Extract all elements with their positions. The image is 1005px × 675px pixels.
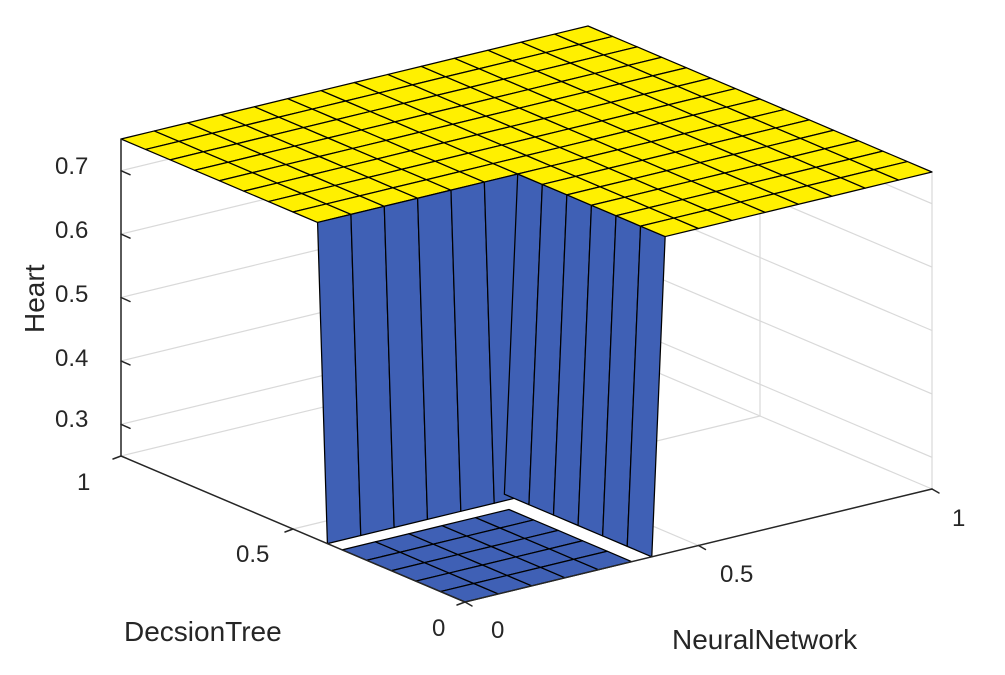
z-tick-label-06: 0.6	[55, 217, 88, 244]
z-tick-label-03: 0.3	[55, 406, 88, 433]
y-tick-mark	[464, 601, 473, 607]
x-tick-mark	[456, 601, 466, 606]
z-axis-label: Heart	[19, 264, 50, 333]
y-tick-label-1: 1	[952, 505, 965, 532]
surface-layer	[120, 25, 933, 603]
y-tick-label-0: 0	[491, 617, 504, 644]
x-tick-mark	[284, 528, 294, 533]
z-tick-label-05: 0.5	[55, 281, 88, 308]
z-tick-mark	[120, 360, 131, 366]
z-tick-mark	[120, 233, 131, 239]
z-tick-mark	[120, 169, 131, 176]
axis-layer	[112, 138, 940, 607]
x-axis-label: DecsionTree	[124, 616, 282, 647]
z-tick-mark	[120, 296, 131, 303]
y-tick-mark	[697, 544, 707, 551]
x-tick-label-0: 0	[432, 615, 445, 642]
high-surface-patch	[873, 160, 933, 181]
z-tick-label-04: 0.4	[55, 345, 88, 372]
y-tick-label-05: 0.5	[720, 561, 753, 588]
x-tick-label-1: 1	[77, 469, 90, 496]
y-axis-label: NeuralNetwork	[672, 624, 858, 655]
x-tick-mark	[112, 455, 122, 460]
y-tick-mark	[931, 488, 940, 494]
x-tick-label-05: 0.5	[236, 541, 269, 568]
z-tick-mark	[120, 423, 131, 430]
z-tick-label-07: 0.7	[55, 153, 88, 180]
